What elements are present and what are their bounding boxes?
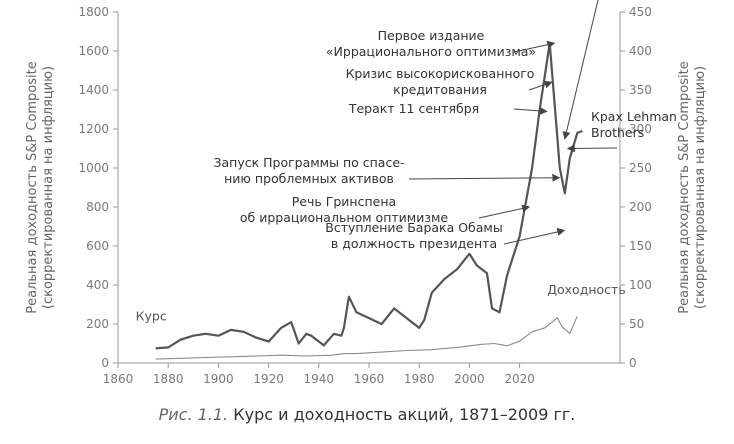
y-left-tick-label: 1000	[78, 161, 109, 175]
annotation-text: об иррациональном оптимизме	[240, 210, 449, 225]
y-left-tick-label: 200	[86, 317, 109, 331]
y-left-tick-label: 1200	[78, 122, 109, 136]
annotation: Теракт 11 сентября	[348, 101, 548, 116]
x-tick-label: 1920	[253, 372, 284, 386]
x-tick-label: 1960	[354, 372, 385, 386]
y-right-tick-label: 450	[629, 5, 652, 19]
y-left-tick-label: 400	[86, 278, 109, 292]
annotation-arrow	[478, 204, 531, 219]
annotation-text: Запуск Программы по спасе-	[213, 155, 404, 170]
y-right-tick-label: 150	[629, 239, 652, 253]
y-right-axis-title-line: (скорректированная на инфляцию)	[693, 66, 708, 309]
y-right-tick-label: 100	[629, 278, 652, 292]
annotation-text: в должность президента	[331, 236, 497, 251]
annotations-layer: Первое издание«Иррационального оптимизма…	[213, 0, 677, 251]
annotation-text: Кризис высокорискованного	[346, 66, 535, 81]
annotation-arrow	[528, 80, 553, 91]
series-layer: Курс Доходность	[136, 42, 626, 360]
y-right-tick-label: 300	[629, 122, 652, 136]
annotation-text: Крах Lehman	[591, 109, 677, 124]
annotation-text: Первое издание	[378, 28, 485, 43]
y-left-tick-label: 1400	[78, 83, 109, 97]
y-right-tick-label: 250	[629, 161, 652, 175]
y-right-tick-label: 350	[629, 83, 652, 97]
y-right-axis-title-line: Реальная доходность S&P Composite	[677, 61, 692, 313]
x-tick-label: 2000	[454, 372, 485, 386]
annotation: Первое издание«Иррационального оптимизма…	[326, 28, 556, 59]
y-right-tick-label: 200	[629, 200, 652, 214]
price-series-label: Курс	[136, 308, 167, 323]
y-left-tick-label: 0	[101, 356, 109, 370]
y-right-tick-label: 0	[629, 356, 637, 370]
y-right-tick-label: 400	[629, 44, 652, 58]
y-left-axis-title: Реальная доходность S&P Composite (скорре…	[25, 61, 56, 313]
annotation-text: кредитования	[393, 82, 487, 97]
annotation-text: «Иррационального оптимизма»	[326, 44, 536, 59]
annotation-arrow	[408, 173, 561, 182]
y-left-axis-title-line: (скорректированная на инфляцию)	[41, 66, 56, 309]
axes: 0 200 400 600 800 1000 1200 1400 1600 1800 0 50 100 1…	[25, 5, 708, 386]
chart-svg: 0 200 400 600 800 1000 1200 1400 1600 1800 0 50 100 1…	[25, 0, 708, 386]
x-tick-label: 1900	[203, 372, 234, 386]
x-tick-label: 1880	[153, 372, 184, 386]
y-right-tick-label: 50	[629, 317, 644, 331]
y-left-tick-label: 600	[86, 239, 109, 253]
annotation-arrow	[513, 106, 548, 115]
yield-series-label: Доходность	[547, 282, 625, 297]
annotation-text: Речь Гринспена	[292, 194, 396, 209]
y-right-axis-title: Реальная доходность S&P Composite (скорре…	[677, 61, 708, 313]
caption-figure-number: Рис. 1.1.	[158, 405, 229, 424]
y-left-tick-label: 1800	[78, 5, 109, 19]
annotation: Запуск Программы по спасе-нию проблемных…	[213, 155, 561, 186]
x-tick-label: 1980	[404, 372, 435, 386]
yield-series-line	[155, 315, 578, 360]
x-tick-label: 1860	[103, 372, 134, 386]
annotation-text: Вступление Барака Обамы	[325, 220, 502, 235]
figure-caption: Рис. 1.1. Курс и доходность акций, 1871–…	[0, 405, 734, 424]
price-series-line	[155, 42, 583, 350]
annotation-arrow	[566, 144, 618, 153]
caption-text: Курс и доходность акций, 1871–2009 гг.	[233, 405, 576, 424]
x-tick-label: 1940	[304, 372, 335, 386]
x-tick-label: 2020	[504, 372, 535, 386]
annotation-text: Brothers	[591, 125, 644, 140]
annotation-text: Теракт 11 сентября	[348, 101, 479, 116]
y-left-tick-label: 800	[86, 200, 109, 214]
y-left-axis-title-line: Реальная доходность S&P Composite	[25, 61, 40, 313]
y-left-tick-label: 1600	[78, 44, 109, 58]
annotation-arrow	[513, 40, 556, 53]
top-edge-arrow	[562, 0, 599, 140]
annotation-arrow	[503, 228, 566, 245]
annotation-text: нию проблемных активов	[224, 171, 394, 186]
